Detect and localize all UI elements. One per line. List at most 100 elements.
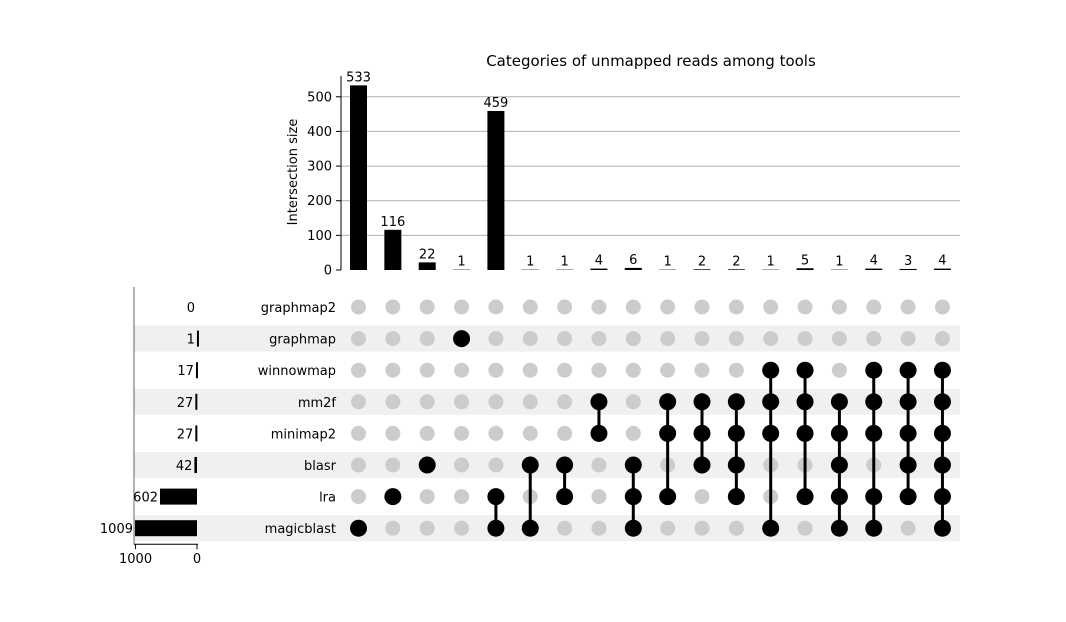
intersection-value-label: 2 bbox=[698, 254, 706, 269]
set-name-label: graphmap2 bbox=[261, 301, 336, 316]
matrix-dot-inactive bbox=[419, 425, 435, 441]
matrix-dot-inactive bbox=[351, 457, 366, 473]
intersection-value-label: 459 bbox=[483, 96, 508, 111]
set-size-bar bbox=[195, 425, 198, 442]
matrix-dot-inactive bbox=[419, 520, 435, 536]
matrix-dot-inactive bbox=[694, 362, 710, 378]
intersection-value-label: 533 bbox=[346, 70, 371, 85]
matrix-row-shade bbox=[134, 515, 960, 542]
matrix-dot-inactive bbox=[591, 299, 607, 315]
set-name-label: mm2f bbox=[298, 396, 337, 411]
intersection-bar bbox=[590, 268, 608, 270]
matrix-dot-inactive bbox=[728, 331, 744, 347]
intersection-bar bbox=[350, 85, 367, 270]
matrix-dot-inactive bbox=[660, 362, 676, 378]
set-name-label: minimap2 bbox=[271, 427, 336, 442]
matrix-dot-inactive bbox=[625, 331, 641, 347]
y-tick-label: 400 bbox=[307, 125, 332, 140]
matrix-dot-inactive bbox=[488, 362, 504, 378]
matrix-dot-inactive bbox=[351, 394, 366, 410]
matrix-dot-inactive bbox=[557, 394, 573, 410]
matrix-dot-inactive bbox=[454, 299, 470, 315]
set-size-label: 1009 bbox=[100, 522, 133, 537]
matrix-dot-inactive bbox=[454, 362, 470, 378]
intersection-bar bbox=[899, 268, 917, 270]
matrix-dot-inactive bbox=[660, 299, 676, 315]
matrix-dot-inactive bbox=[694, 520, 710, 536]
matrix-row-shade bbox=[134, 325, 960, 352]
matrix-dot-inactive bbox=[797, 331, 813, 347]
matrix-dot-inactive bbox=[557, 425, 573, 441]
set-size-label: 602 bbox=[133, 491, 158, 506]
matrix-dot-inactive bbox=[557, 362, 573, 378]
intersection-value-label: 1 bbox=[664, 255, 672, 270]
matrix-dot-inactive bbox=[351, 362, 366, 378]
matrix-dot-inactive bbox=[385, 299, 401, 315]
matrix-dot-inactive bbox=[797, 520, 813, 536]
matrix-dot-inactive bbox=[454, 457, 470, 473]
set-size-tick-label: 1000 bbox=[119, 552, 152, 567]
y-tick-label: 100 bbox=[307, 229, 332, 244]
matrix-dot-inactive bbox=[866, 299, 882, 315]
set-size-bar bbox=[135, 520, 197, 537]
matrix-dot-inactive bbox=[694, 489, 710, 505]
matrix-dot-inactive bbox=[625, 362, 641, 378]
matrix-dot-inactive bbox=[728, 362, 744, 378]
intersection-bar bbox=[487, 110, 505, 270]
matrix-dot-inactive bbox=[728, 299, 744, 315]
intersection-bar bbox=[624, 267, 642, 270]
set-size-label: 42 bbox=[176, 459, 193, 474]
y-tick-label: 0 bbox=[324, 264, 332, 279]
intersection-value-label: 22 bbox=[419, 247, 436, 262]
matrix-dot-inactive bbox=[625, 394, 641, 410]
y-tick-label: 500 bbox=[307, 90, 332, 105]
matrix-dot-inactive bbox=[557, 299, 573, 315]
intersection-bar bbox=[865, 268, 883, 270]
matrix-dot-inactive bbox=[866, 331, 882, 347]
y-tick-label: 300 bbox=[307, 160, 332, 175]
matrix-dot-inactive bbox=[591, 362, 607, 378]
intersection-value-label: 3 bbox=[904, 254, 912, 269]
matrix-dot-inactive bbox=[660, 520, 676, 536]
matrix-dot-inactive bbox=[454, 520, 470, 536]
matrix-dot-inactive bbox=[591, 520, 607, 536]
matrix-dot-active bbox=[350, 519, 367, 537]
intersection-value-label: 1 bbox=[767, 255, 775, 270]
intersection-value-label: 1 bbox=[526, 255, 534, 270]
matrix-dot-inactive bbox=[591, 457, 607, 473]
matrix-dot-inactive bbox=[488, 394, 504, 410]
matrix-dot-inactive bbox=[900, 520, 916, 536]
set-name-label: lra bbox=[319, 491, 336, 506]
matrix-dot-inactive bbox=[763, 299, 779, 315]
matrix-dot-inactive bbox=[694, 331, 710, 347]
matrix-dot-inactive bbox=[419, 394, 435, 410]
intersection-bar bbox=[418, 262, 436, 270]
intersection-value-label: 1 bbox=[835, 255, 843, 270]
matrix-dot-inactive bbox=[522, 394, 538, 410]
intersection-value-label: 5 bbox=[801, 253, 809, 268]
intersection-value-label: 4 bbox=[595, 254, 603, 269]
matrix-dot-inactive bbox=[385, 394, 401, 410]
intersection-value-label: 6 bbox=[629, 253, 637, 268]
matrix-dot-inactive bbox=[591, 331, 607, 347]
matrix-dot-active bbox=[453, 330, 471, 348]
intersection-bar bbox=[693, 269, 711, 270]
matrix-dot-inactive bbox=[385, 520, 401, 536]
matrix-dot-inactive bbox=[351, 489, 366, 505]
matrix-row-shade bbox=[134, 452, 960, 478]
matrix-dot-inactive bbox=[831, 331, 847, 347]
intersection-bar bbox=[933, 268, 951, 270]
set-size-bar bbox=[195, 362, 198, 379]
set-size-label: 27 bbox=[177, 396, 194, 411]
matrix-dot-inactive bbox=[660, 331, 676, 347]
matrix-dot-inactive bbox=[419, 489, 435, 505]
matrix-dot-inactive bbox=[351, 425, 366, 441]
set-size-label: 27 bbox=[177, 427, 194, 442]
matrix-dot-inactive bbox=[797, 299, 813, 315]
matrix-dot-inactive bbox=[488, 457, 504, 473]
set-size-bar bbox=[194, 457, 197, 473]
matrix-dot-inactive bbox=[488, 331, 504, 347]
set-size-bar bbox=[160, 488, 197, 505]
intersection-bar bbox=[796, 268, 814, 270]
